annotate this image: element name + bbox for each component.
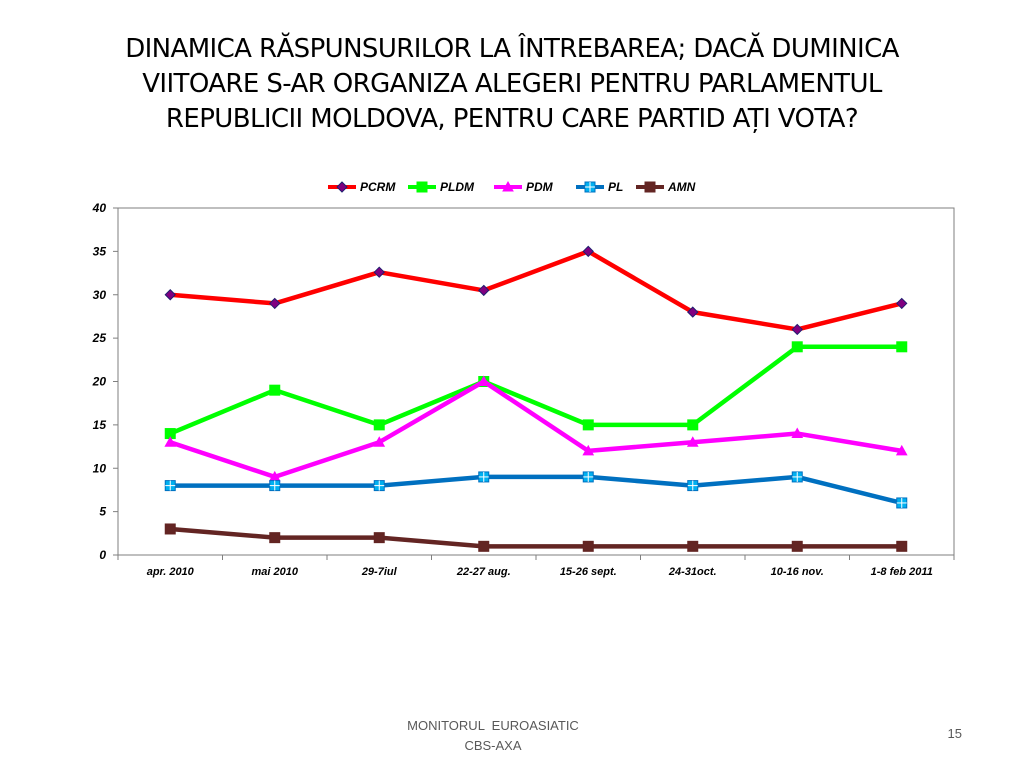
data-point-pdm: [791, 427, 804, 439]
y-tick-label: 0: [99, 548, 106, 562]
page-number: 15: [947, 726, 962, 741]
chart-series: [164, 245, 908, 552]
data-point-pdm: [373, 436, 386, 447]
legend-item-pldm: PLDM: [408, 180, 475, 194]
data-point-pldm: [896, 341, 908, 353]
chart-legend: PCRM PLDM PDM PL AMN: [328, 180, 696, 194]
plot-area: [117, 207, 955, 556]
legend-marker: [584, 181, 596, 193]
data-point-pdm: [582, 444, 595, 456]
legend-item-pcrm: PCRM: [328, 180, 396, 194]
y-tick-label: 25: [92, 331, 107, 345]
series-line-pcrm: [168, 249, 904, 332]
legend-item-pl: PL: [576, 180, 623, 194]
data-point-pldm: [791, 341, 803, 353]
data-point-pl: [896, 497, 908, 509]
data-point-pcrm: [164, 289, 176, 301]
x-tick-label: 15-26 sept.: [560, 566, 617, 578]
footer-line: CBS-AXA: [464, 738, 522, 753]
series-pl: [164, 471, 908, 509]
data-point-pcrm: [373, 266, 385, 278]
data-point-pcrm: [582, 245, 594, 258]
series-pcrm: [164, 245, 908, 336]
data-point-amn: [687, 540, 699, 552]
legend-label: PCRM: [360, 180, 396, 194]
y-tick-label: 15: [93, 418, 107, 432]
data-point-amn: [791, 540, 803, 552]
footer-line: MONITORUL EUROASIATIC: [407, 718, 579, 733]
series-line-amn: [168, 526, 904, 549]
title-line: DINAMICA RĂSPUNSURILOR LA ÎNTREBAREA; DA…: [125, 34, 899, 64]
x-tick-label: 24-31oct.: [668, 566, 717, 578]
data-point-pdm: [895, 444, 908, 456]
legend-label: PLDM: [440, 180, 475, 194]
data-point-pldm: [687, 419, 699, 431]
data-point-pcrm: [896, 297, 908, 310]
data-point-pl: [582, 471, 594, 483]
data-point-pcrm: [791, 323, 803, 336]
x-tick-label: 10-16 nov.: [771, 566, 824, 578]
data-point-pldm: [269, 384, 281, 396]
data-point-pdm: [164, 436, 177, 447]
data-point-pldm: [373, 419, 385, 431]
title-line: REPUBLICII MOLDOVA, PENTRU CARE PARTID A…: [165, 104, 859, 134]
x-tick-label: 29-7iul: [361, 566, 398, 578]
y-tick-label: 40: [92, 201, 107, 215]
footer: MONITORUL EUROASIATIC CBS-AXA: [380, 716, 606, 756]
data-point-amn: [373, 532, 385, 544]
data-point-pcrm: [269, 297, 281, 310]
data-point-pl: [269, 480, 281, 492]
data-point-amn: [582, 540, 594, 552]
data-point-amn: [896, 540, 908, 552]
data-point-pcrm: [478, 284, 490, 297]
data-point-pdm: [686, 436, 699, 447]
x-tick-label: apr. 2010: [147, 566, 195, 578]
y-tick-label: 30: [93, 288, 107, 302]
data-point-amn: [478, 540, 490, 552]
series-line-pdm: [168, 379, 904, 480]
data-point-pdm: [477, 375, 490, 386]
series-line-pldm: [168, 344, 904, 436]
series-line-pl: [168, 474, 904, 506]
legend-marker: [416, 181, 428, 193]
y-tick-label: 20: [92, 375, 107, 389]
data-point-pl: [791, 471, 803, 483]
data-point-pl: [478, 471, 490, 483]
legend-label: PL: [608, 180, 623, 194]
series-amn: [164, 523, 908, 552]
data-point-pl: [373, 480, 385, 492]
legend-label: AMN: [667, 180, 696, 194]
title-line: VIITOARE S-AR ORGANIZA ALEGERI PENTRU PA…: [142, 69, 882, 99]
data-point-pl: [164, 480, 176, 492]
legend-marker: [502, 180, 514, 192]
data-point-amn: [269, 532, 281, 544]
y-tick-label: 5: [99, 505, 106, 519]
y-tick-label: 10: [93, 461, 107, 475]
legend-item-pdm: PDM: [494, 180, 554, 194]
legend-marker: [336, 181, 348, 193]
slide-title: DINAMICA RĂSPUNSURILOR LA ÎNTREBAREA; DA…: [60, 32, 964, 137]
data-point-amn: [164, 523, 176, 535]
data-point-pcrm: [687, 306, 699, 318]
chart-axes: 0 5 10 15 20 25 30 35 40 apr. 2010 mai 2010 29-7iul…: [92, 201, 955, 578]
x-tick-label: 1-8 feb 2011: [871, 566, 933, 578]
data-point-pldm: [582, 419, 594, 431]
data-point-pl: [687, 480, 699, 492]
legend-item-amn: AMN: [636, 180, 696, 194]
x-tick-label: 22-27 aug.: [456, 566, 511, 578]
legend-label: PDM: [526, 180, 554, 194]
y-tick-label: 35: [93, 244, 107, 258]
x-tick-label: mai 2010: [252, 566, 299, 578]
legend-marker: [644, 181, 656, 193]
